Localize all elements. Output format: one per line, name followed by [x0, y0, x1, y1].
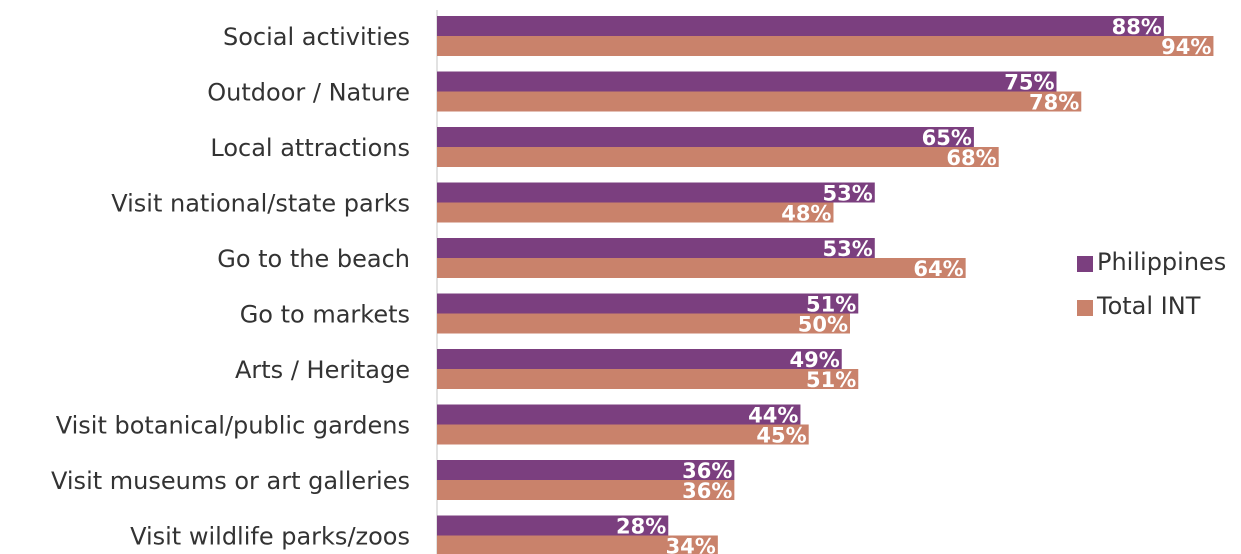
bar-philippines	[437, 16, 1164, 36]
bar-philippines	[437, 404, 801, 425]
bars-layer	[437, 16, 1214, 554]
bar-total-int	[437, 258, 966, 278]
data-label: 28%	[616, 515, 666, 539]
bar-total-int	[437, 313, 850, 334]
data-label: 36%	[682, 479, 732, 503]
data-label: 48%	[781, 202, 831, 226]
data-label: 36%	[682, 459, 732, 483]
bar-total-int	[437, 202, 834, 223]
bar-total-int	[437, 36, 1214, 56]
data-label: 78%	[1029, 91, 1079, 115]
value-labels: 88%94%75%78%65%68%53%48%53%64%51%50%49%5…	[616, 15, 1211, 554]
data-label: 51%	[806, 368, 856, 392]
data-label: 49%	[789, 348, 839, 372]
legend-label: Philippines	[1097, 248, 1226, 276]
bar-philippines	[437, 182, 875, 203]
bar-total-int	[437, 424, 809, 445]
legend-label: Total INT	[1096, 292, 1201, 320]
bar-total-int	[437, 147, 999, 167]
data-label: 88%	[1112, 15, 1162, 39]
category-label: Visit museums or art galleries	[51, 467, 410, 495]
category-label: Go to the beach	[217, 245, 410, 273]
data-label: 50%	[798, 313, 848, 337]
category-label: Go to markets	[240, 301, 410, 329]
category-label: Visit botanical/public gardens	[56, 412, 410, 440]
category-labels: Social activities Outdoor / Nature Local a…	[51, 23, 410, 551]
bar-philippines	[437, 349, 842, 369]
data-label: 65%	[922, 126, 972, 150]
category-label: Outdoor / Nature	[207, 79, 410, 107]
bar-philippines	[437, 71, 1057, 92]
data-label: 34%	[666, 535, 716, 554]
legend: Philippines Total INT	[1077, 248, 1226, 320]
bar-philippines	[437, 460, 735, 480]
data-label: 51%	[806, 293, 856, 317]
category-label: Local attractions	[210, 134, 410, 162]
legend-swatch	[1077, 256, 1093, 272]
bar-total-int	[437, 91, 1082, 112]
data-label: 44%	[748, 404, 798, 428]
data-label: 94%	[1161, 35, 1211, 59]
bar-philippines	[437, 127, 974, 147]
data-label: 45%	[756, 424, 806, 448]
category-label: Social activities	[223, 23, 410, 51]
bar-total-int	[437, 535, 718, 554]
category-label: Arts / Heritage	[235, 356, 410, 384]
data-label: 68%	[946, 146, 996, 170]
category-label: Visit national/state parks	[111, 190, 410, 218]
data-label: 64%	[913, 257, 963, 281]
legend-swatch	[1077, 300, 1093, 316]
bar-philippines	[437, 515, 669, 536]
bar-philippines	[437, 293, 859, 314]
data-label: 75%	[1004, 71, 1054, 95]
bar-total-int	[437, 369, 859, 389]
data-label: 53%	[823, 237, 873, 261]
bar-total-int	[437, 480, 735, 500]
bar-philippines	[437, 238, 875, 258]
data-label: 53%	[823, 182, 873, 206]
category-label: Visit wildlife parks/zoos	[130, 523, 410, 551]
